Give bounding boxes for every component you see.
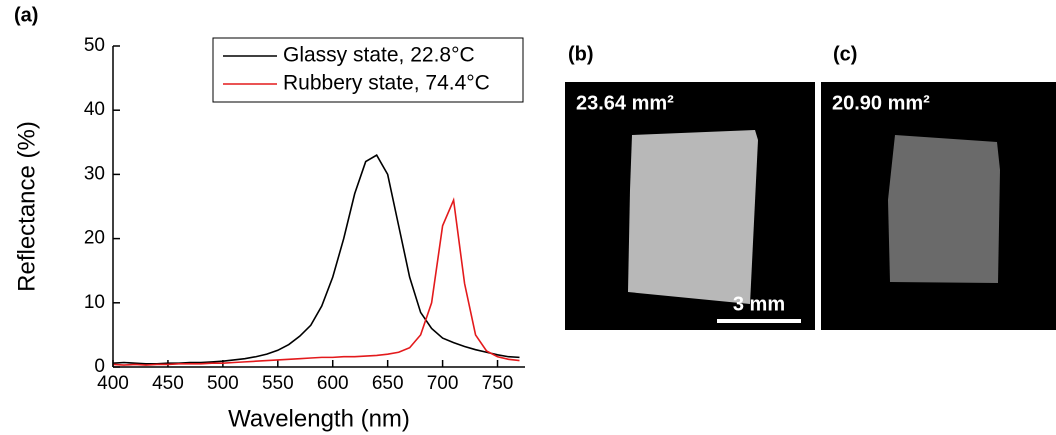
x-tick-label: 550 [262,373,294,394]
line [112,154,520,365]
x-axis-label: Wavelength (nm) [228,405,410,432]
x-tick-label: 750 [482,373,514,394]
area-label: 20.90 mm² [832,92,930,114]
y-axis-label: Reflectance (%) [13,121,40,292]
sample [628,130,758,304]
y-tick-label: 40 [84,99,105,120]
y-tick-label: 0 [94,356,105,377]
y-tick-label: 30 [84,163,105,184]
chart-a: 0 10 20 30 40 50 400 450 500 550 600 650 700 750 Wavel… [13,35,525,432]
panel-label: (b) [568,43,594,65]
x-tick-label: 700 [427,373,459,394]
y-tick-label: 10 [84,292,105,313]
y-tick-label: 50 [84,35,105,56]
area-label: 23.64 mm² [576,92,674,114]
y-tick-label: 20 [84,228,105,249]
x-tick-label: 400 [97,373,129,394]
line [112,197,520,366]
x-tick-label: 500 [207,373,239,394]
x-tick-label: 450 [152,373,184,394]
panel-label: (c) [833,43,857,65]
legend-label: Rubbery state, 74.4°C [283,72,490,95]
panel-label: (a) [14,4,38,26]
legend-label: Glassy state, 22.8°C [283,44,475,67]
legend-box [212,37,524,103]
scale-label: 3 mm [733,293,785,315]
sample [888,135,1000,283]
x-tick-label: 600 [317,373,349,394]
x-tick-label: 650 [372,373,404,394]
